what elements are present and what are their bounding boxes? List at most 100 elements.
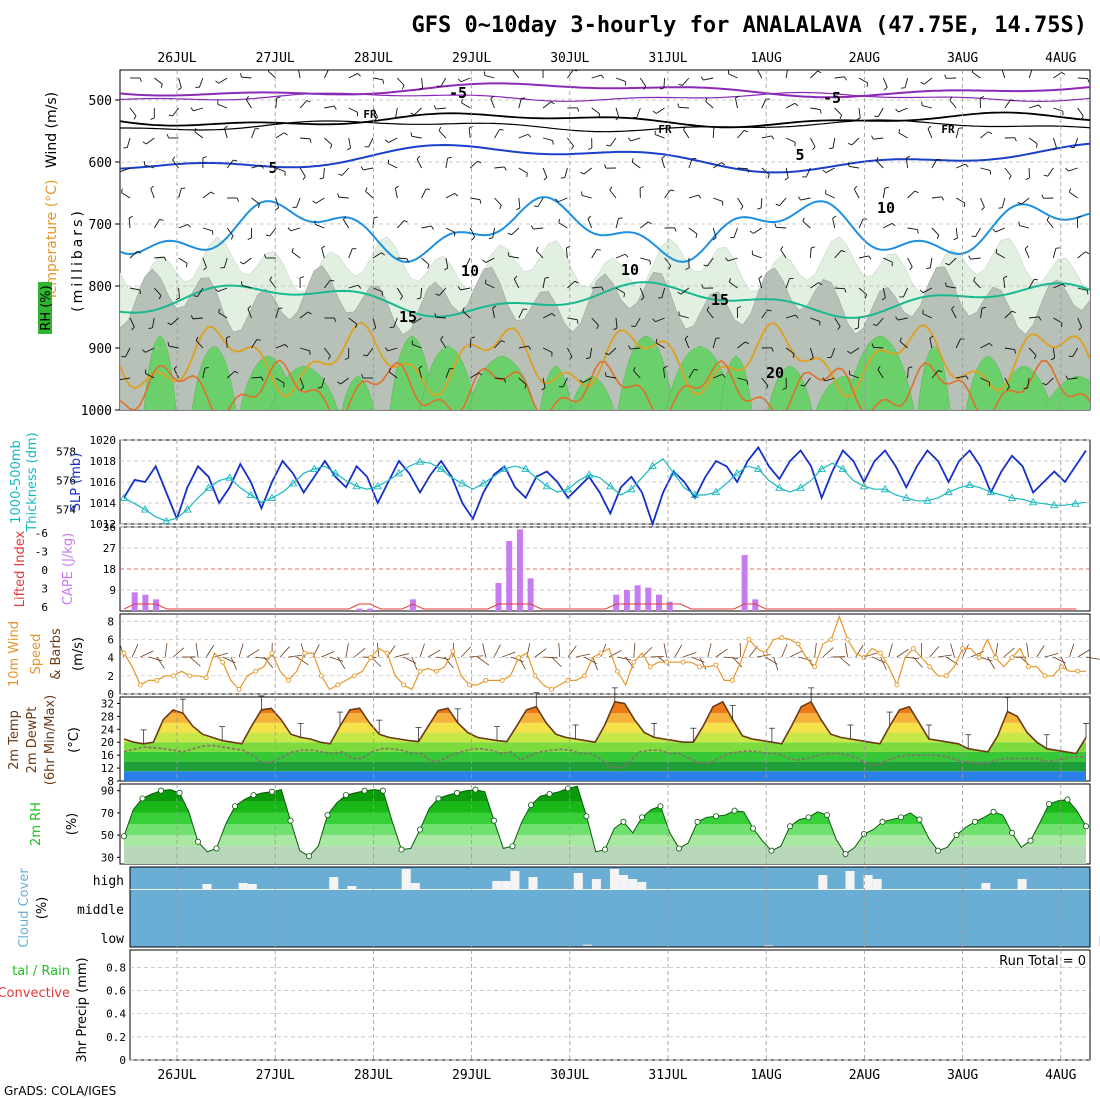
li-line xyxy=(123,603,1077,610)
wind-barb xyxy=(591,286,602,289)
wind-barb-flag xyxy=(395,185,400,189)
wind10-barb xyxy=(663,643,668,658)
wind-barb xyxy=(372,317,377,328)
thickness-point xyxy=(859,481,869,490)
wind-barb xyxy=(733,227,738,238)
wind-barb xyxy=(128,217,131,229)
wind10-tick-label: 6 xyxy=(107,633,114,646)
wind-barb-flag xyxy=(899,337,902,342)
wind-barb-flag xyxy=(633,366,636,371)
wind-barb xyxy=(680,287,690,295)
wind10-barb xyxy=(230,656,237,670)
wind10-point xyxy=(828,637,834,642)
ylabel-slp: SLP (mb) xyxy=(69,453,84,512)
wind-barb xyxy=(178,223,189,229)
temp-tick-label: 8 xyxy=(107,775,114,788)
wind-barb xyxy=(876,317,884,326)
wind10-barb xyxy=(279,646,290,658)
wind-barb-flag xyxy=(1038,316,1042,321)
wind-barb-flag xyxy=(800,384,805,387)
wind-barb-flag xyxy=(908,366,913,369)
wind-barb-flag xyxy=(306,100,311,103)
cloud-high-bar xyxy=(890,889,900,890)
cape-bar xyxy=(656,594,662,611)
rh2m-point xyxy=(879,818,886,825)
wind-barb xyxy=(168,345,179,349)
wind-barb xyxy=(922,105,933,109)
wind-barb-flag xyxy=(992,228,996,233)
pressure-tick-label: 1000 xyxy=(81,404,112,419)
wind-barb-flag xyxy=(203,267,207,271)
wind-barb xyxy=(973,280,981,289)
wind-barb-flag xyxy=(927,125,932,130)
wind10-point xyxy=(285,677,291,683)
wind-barb xyxy=(688,227,698,235)
wind10-speed-line xyxy=(121,614,1086,692)
isotherm-label: 20 xyxy=(766,364,784,382)
wind-barb-flag xyxy=(190,107,194,112)
wind-barb xyxy=(129,250,138,259)
wind-barb xyxy=(897,317,908,321)
wind-barb-flag xyxy=(847,350,851,354)
isotherm-labels: -5 -5 FR FR FR 5 5 10 10 10 15 15 20 xyxy=(268,84,955,382)
wind-barb xyxy=(1068,167,1078,172)
wind-barb-flag xyxy=(468,125,473,129)
wind-barb-flag xyxy=(333,105,337,110)
thickness-point xyxy=(331,468,340,477)
thickness-point xyxy=(1028,497,1038,506)
wind-barb xyxy=(251,197,260,205)
wind10-point xyxy=(450,648,456,654)
wind10-point xyxy=(1009,655,1015,661)
wind-barb-flag xyxy=(245,96,249,100)
wind-barb-flag xyxy=(190,315,194,320)
wind-barb xyxy=(606,375,617,379)
wind10-point xyxy=(532,673,538,679)
wind-barb-flag xyxy=(218,308,220,313)
cloud-high-bar xyxy=(682,889,692,890)
wind10-barb xyxy=(896,649,909,658)
wind-barb-flag xyxy=(579,379,584,383)
wind10-barb xyxy=(855,644,864,658)
wind-barb-flag xyxy=(416,155,421,160)
wind-barb xyxy=(412,343,422,349)
wind10-tick-label: 0 xyxy=(107,688,114,701)
wind-barb-flag xyxy=(1014,349,1016,354)
wind-barb xyxy=(1052,248,1057,259)
wind-barb xyxy=(445,368,450,379)
cloud-high-bar xyxy=(465,889,475,890)
wind-barb-flag xyxy=(841,250,846,253)
wind-barb-flag xyxy=(1010,99,1015,102)
wind-barb-flag xyxy=(847,142,852,146)
cloud-level-label: low xyxy=(101,932,125,947)
wind-barb-flag xyxy=(365,187,368,192)
wind-barb xyxy=(1077,107,1084,117)
wind10-barb xyxy=(617,656,632,661)
wind-barb-flag xyxy=(1065,167,1069,172)
wind10-barb xyxy=(238,643,244,658)
cloud-high-bar xyxy=(410,883,420,890)
cape-bar xyxy=(752,599,759,611)
wind10-barb xyxy=(674,644,683,658)
wind10-point xyxy=(549,687,555,692)
wind-barb xyxy=(275,167,286,173)
wind-barb-flag xyxy=(319,177,324,180)
cloud-high-bar xyxy=(899,889,909,890)
wind10-barb xyxy=(1026,643,1029,658)
wind-barb xyxy=(683,129,690,139)
rh2m-point xyxy=(305,853,312,860)
wind-barb xyxy=(146,137,155,145)
wind-barb-flag xyxy=(771,347,774,352)
wind-barb-flag xyxy=(677,291,682,295)
precip-tick-label: 0 xyxy=(119,1054,126,1067)
precip-tick-label: 0.4 xyxy=(106,1008,126,1021)
wind-barb-flag xyxy=(700,76,704,81)
wind-barb-flag xyxy=(195,336,199,341)
wind-barb-flag xyxy=(298,66,301,68)
isotherm-label: 15 xyxy=(711,291,729,309)
wind-barb xyxy=(348,107,358,113)
wind-barb xyxy=(469,160,478,169)
cape-bar xyxy=(741,555,748,611)
pressure-tick-label: 500 xyxy=(89,94,112,109)
wind10-point xyxy=(713,662,719,668)
rh2m-point xyxy=(898,814,905,821)
